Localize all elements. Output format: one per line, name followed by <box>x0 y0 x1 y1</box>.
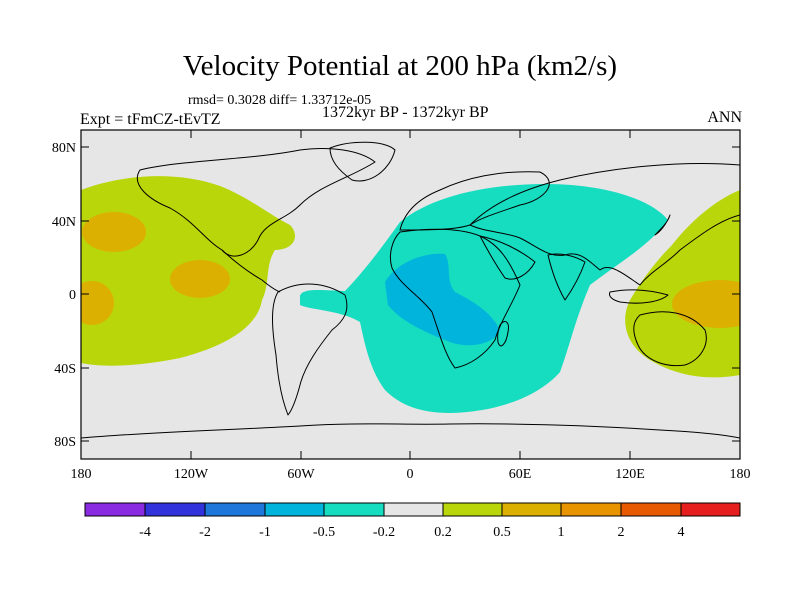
lon-label-120w: 120W <box>174 467 209 482</box>
colorbar-label-2: -2 <box>199 525 211 540</box>
colorbar-label-10: 4 <box>678 525 685 540</box>
lat-label-80n: 80N <box>52 141 76 156</box>
colorbar-box-4 <box>264 502 325 517</box>
south-america-outline <box>272 283 348 416</box>
colorbar-box-5 <box>323 502 385 517</box>
lon-label-120e: 120E <box>615 467 645 482</box>
india-outline <box>547 253 586 301</box>
period-label: 1372kyr BP - 1372kyr BP <box>322 104 489 121</box>
stats-line: rmsd= 0.3028 diff= 1.33712e-05 <box>188 93 372 108</box>
colorbar-label-7: 0.5 <box>493 525 511 540</box>
lat-label-40s: 40S <box>54 362 76 377</box>
colorbar-box-9 <box>560 502 622 517</box>
colorbar-box-11 <box>680 502 741 517</box>
colorbar-box-1 <box>84 502 146 517</box>
positive-anomaly-west-pacific <box>625 190 740 378</box>
strong-anomaly-west-pacific <box>672 280 740 328</box>
plot-title: Velocity Potential at 200 hPa (km2/s) <box>182 50 618 82</box>
strong-anomaly-north-pacific <box>82 212 146 252</box>
north-america-outline <box>136 148 376 257</box>
colorbar-box-2 <box>144 502 206 517</box>
season-label: ANN <box>707 109 742 126</box>
colorbar-box-3 <box>204 502 266 517</box>
experiment-label: Expt = tFmCZ-tEvTZ <box>80 111 221 128</box>
lon-label-60w: 60W <box>287 467 315 482</box>
lon-label-180-west: 180 <box>71 467 92 482</box>
southeast-asia-islands-outline <box>609 289 669 304</box>
colorbar-label-5: -0.2 <box>373 525 395 540</box>
lon-label-60e: 60E <box>509 467 532 482</box>
colorbar-box-7 <box>442 502 503 517</box>
strong-anomaly-central-pacific <box>170 260 230 298</box>
longitude-axis: 180 120W 60W 0 60E 120E 180 <box>71 130 751 482</box>
central-america-outline <box>221 249 281 293</box>
lat-label-0: 0 <box>69 288 76 303</box>
australia-outline <box>633 311 707 367</box>
coastlines <box>81 141 740 439</box>
colorbar-label-8: 1 <box>558 525 565 540</box>
colorbar-box-10 <box>620 502 682 517</box>
negative-anomaly-core-central-africa <box>385 253 500 346</box>
europe-outline <box>399 171 550 231</box>
colorbar-box-8 <box>501 502 562 517</box>
madagascar-outline <box>497 321 509 347</box>
antarctica-outline <box>81 423 740 439</box>
greenland-outline <box>329 141 396 182</box>
colorbar-label-1: -4 <box>139 525 151 540</box>
strong-anomaly-dateline-west <box>81 281 114 325</box>
lat-label-80s: 80S <box>54 435 76 450</box>
negative-anomaly-africa-indian-ocean <box>300 183 668 413</box>
asia-outline <box>469 162 740 286</box>
colorbar-label-4: -0.5 <box>313 525 335 540</box>
colorbar-label-3: -1 <box>259 525 271 540</box>
japan-outline <box>654 214 671 236</box>
colorbar: -4 -2 -1 -0.5 -0.2 0.2 0.5 1 2 4 <box>84 502 741 540</box>
latitude-axis: 80N 40N 0 40S 80S <box>52 141 740 450</box>
lon-label-180-east: 180 <box>730 467 751 482</box>
colorbar-box-6 <box>383 502 444 517</box>
colorbar-label-9: 2 <box>618 525 625 540</box>
lat-label-40n: 40N <box>52 215 76 230</box>
colorbar-label-6: 0.2 <box>434 525 452 540</box>
lon-label-0: 0 <box>407 467 414 482</box>
arabia-outline <box>479 235 536 280</box>
